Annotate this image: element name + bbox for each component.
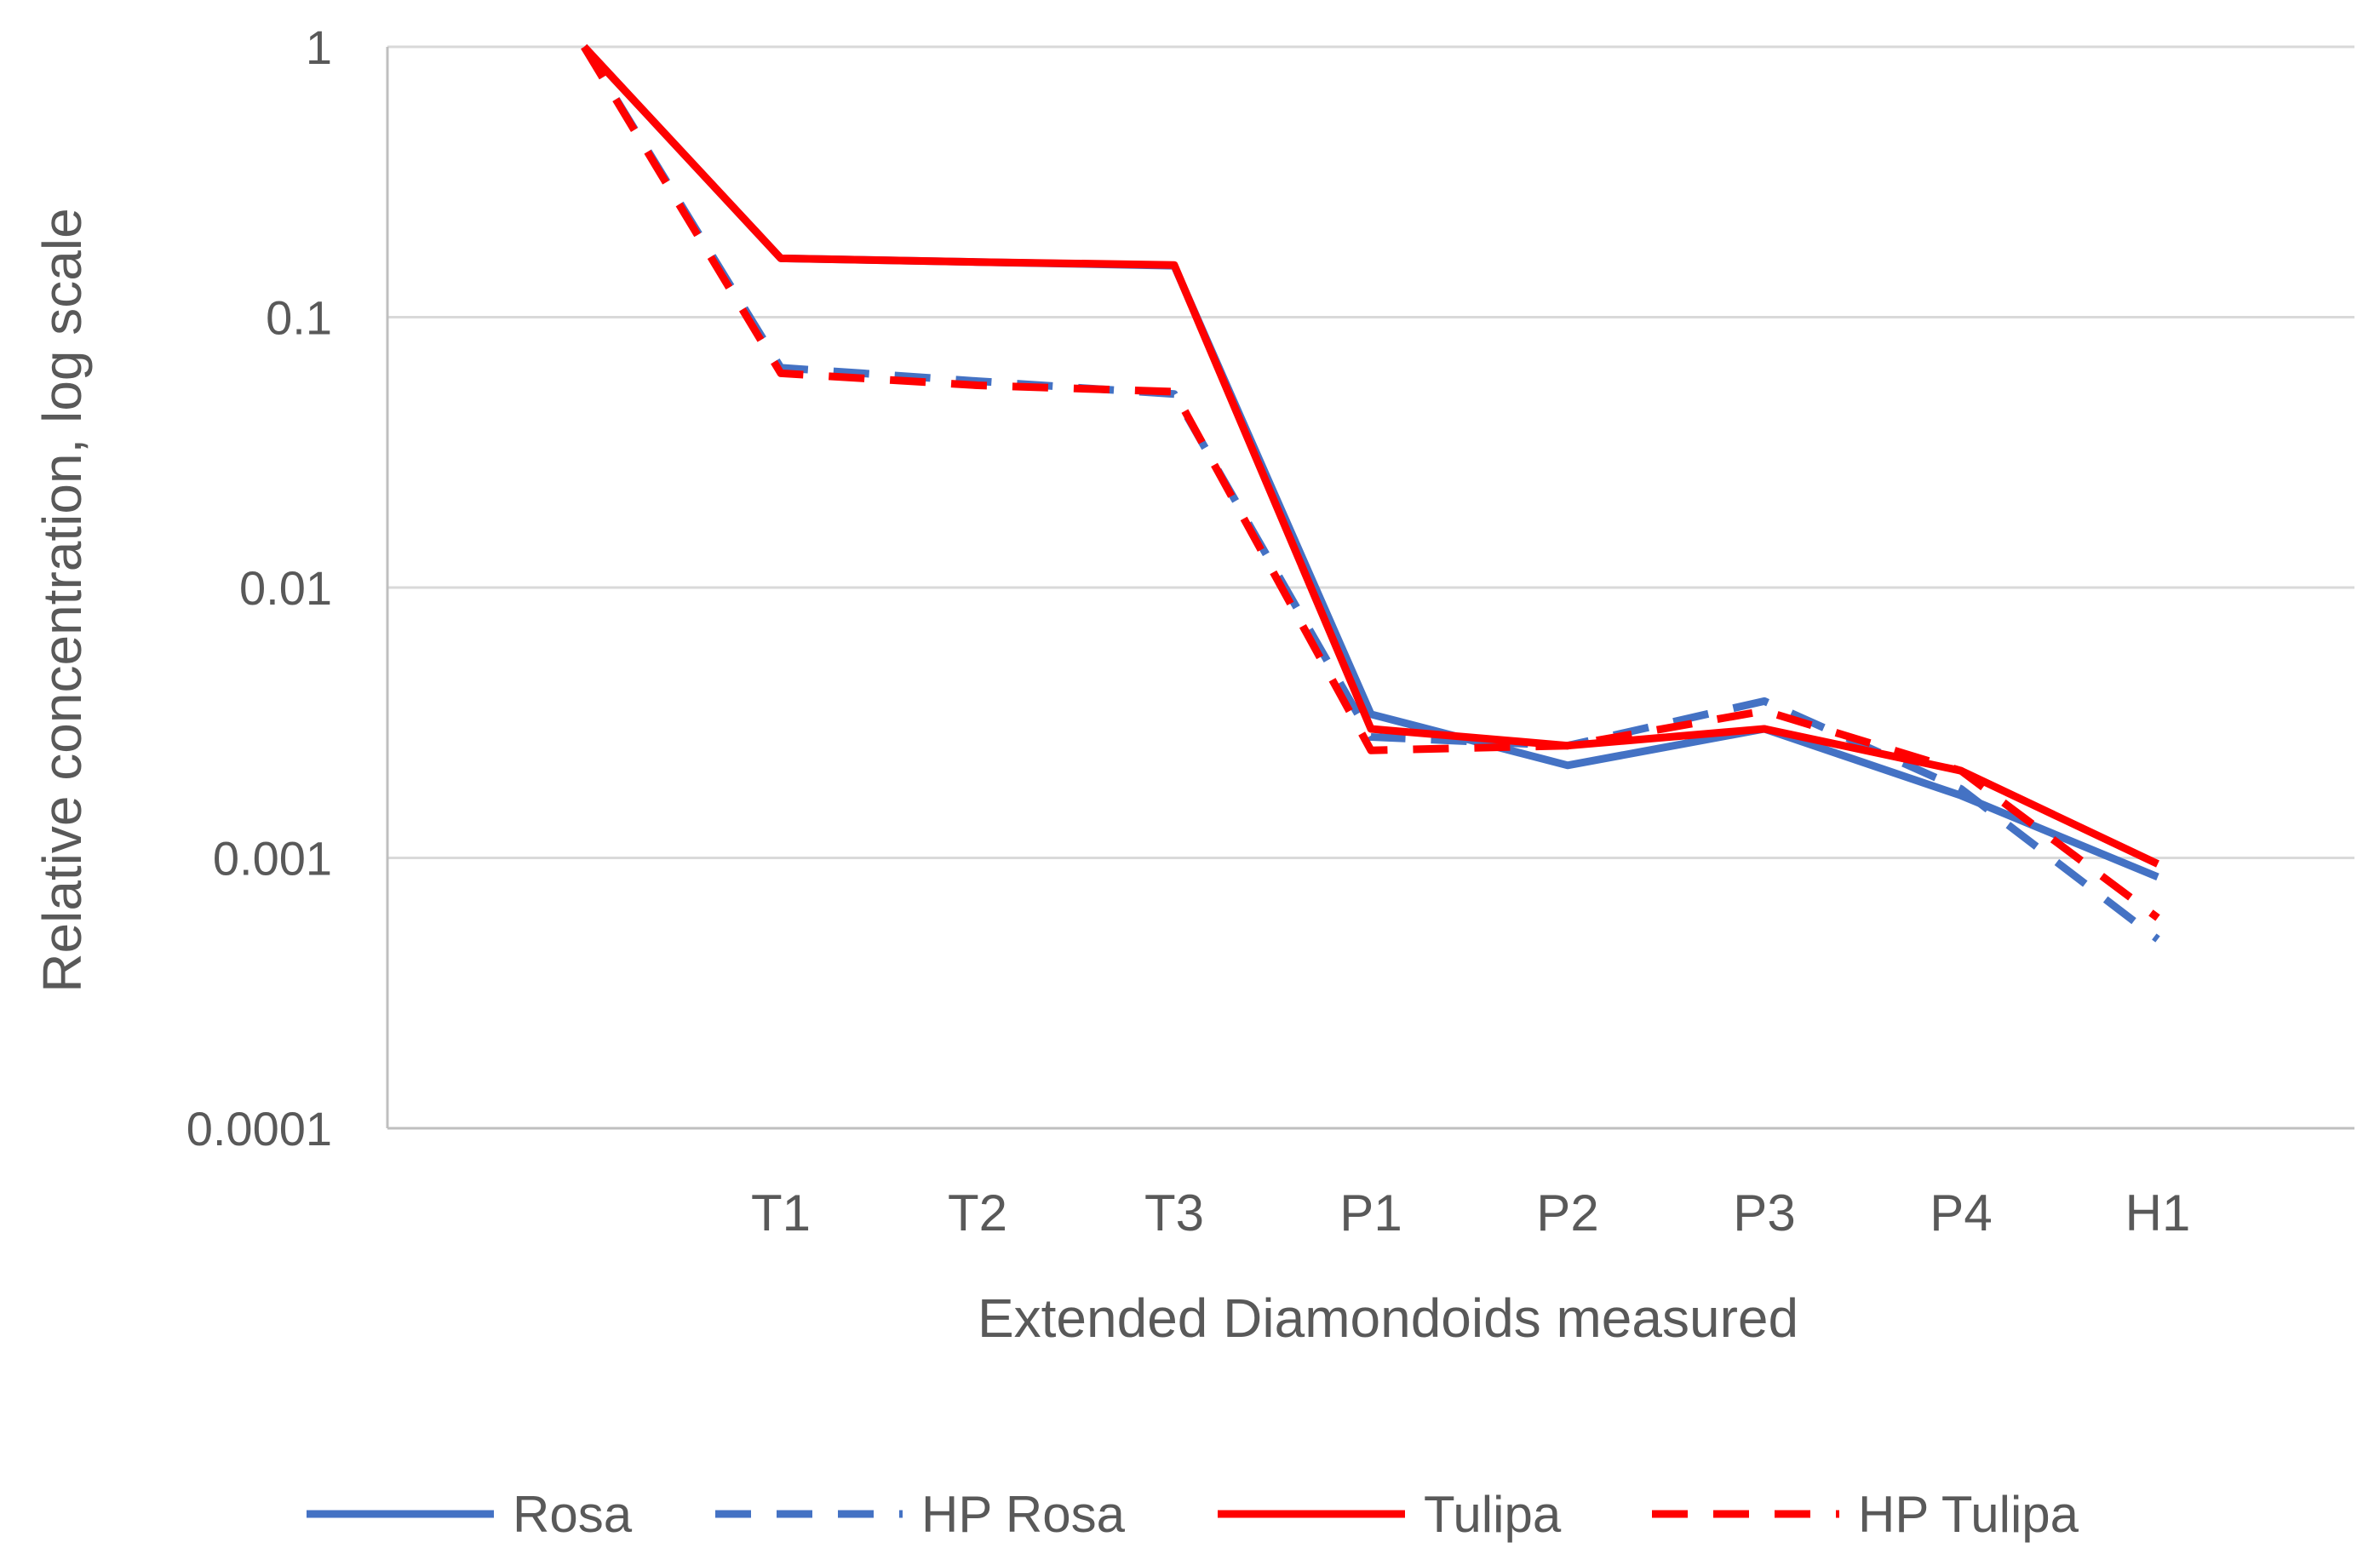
x-tick-label: P1 — [1339, 1184, 1402, 1241]
x-axis-title: Extended Diamondoids measured — [978, 1287, 1798, 1349]
series-line-hp-tulipa — [581, 44, 2160, 921]
y-tick-label: 0.1 — [266, 291, 332, 345]
legend: Rosa HP Rosa Tulipa HP Tulipa — [307, 1486, 2079, 1543]
series-line-tulipa — [581, 43, 2159, 868]
gridlines — [387, 45, 2354, 859]
series-line-hp-rosa — [581, 44, 2160, 943]
y-axis-title: Relative concentration, log scale — [32, 208, 93, 992]
x-tick-label: P2 — [1536, 1184, 1598, 1241]
legend-label: Tulipa — [1424, 1486, 1562, 1543]
legend-label: Rosa — [513, 1486, 633, 1543]
x-tick-label: H1 — [2125, 1184, 2191, 1241]
legend-label: HP Tulipa — [1858, 1486, 2079, 1543]
y-tick-label: 1 — [306, 20, 332, 74]
y-tick-label: 0.001 — [213, 832, 332, 886]
plot-lines — [581, 43, 2160, 943]
x-tick-label: T2 — [948, 1184, 1007, 1241]
x-axis-ticks: T1 T2 T3 P1 P2 P3 P4 H1 — [751, 1184, 2190, 1241]
y-axis-ticks: 1 0.1 0.01 0.001 0.0001 — [186, 20, 332, 1155]
y-tick-label: 0.01 — [239, 561, 332, 615]
x-tick-label: P3 — [1733, 1184, 1795, 1241]
y-tick-label: 0.0001 — [186, 1102, 332, 1155]
x-tick-label: T3 — [1144, 1184, 1204, 1241]
x-tick-label: T1 — [751, 1184, 811, 1241]
axes — [386, 47, 2354, 1130]
legend-label: HP Rosa — [921, 1486, 1126, 1543]
x-tick-label: P4 — [1930, 1184, 1992, 1241]
